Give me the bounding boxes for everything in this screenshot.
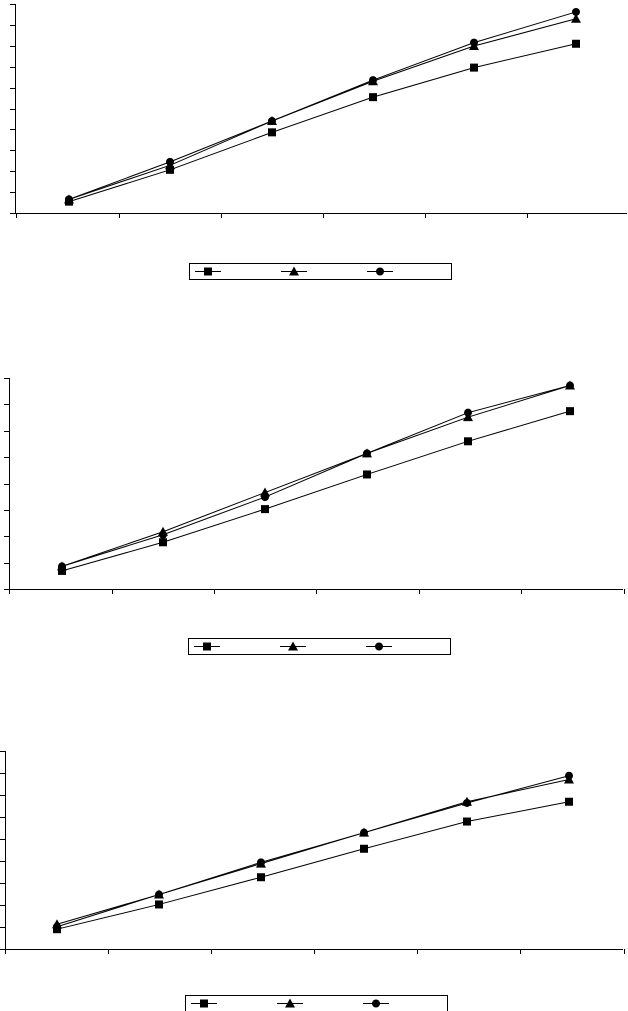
series-square [53,797,573,934]
data-point-circle [257,858,265,867]
legend-box [189,263,452,280]
series-line-circle [61,385,571,567]
legend-box [185,995,448,1011]
data-point-circle [565,771,573,780]
data-point-circle [261,493,269,502]
series-circle [53,771,573,931]
data-point-triangle [463,412,473,422]
series-line-square [56,801,570,930]
data-point-square [565,797,573,806]
legend [189,263,452,280]
data-point-circle [464,408,472,417]
data-point-circle [58,562,66,571]
line-chart-3 [0,751,625,1011]
line-chart-1 [10,4,627,280]
legend [188,638,451,655]
data-point-square [166,165,174,174]
data-point-circle [369,76,377,85]
legend-marker-triangle [285,998,295,1008]
data-point-square [58,566,66,575]
data-point-square [360,844,368,853]
legend-marker-triangle [289,266,299,276]
series-line-square [61,410,571,572]
data-point-square [257,873,265,882]
data-point-circle [470,38,478,47]
data-point-square [470,63,478,72]
data-point-circle [159,530,167,539]
data-point-circle [155,890,163,899]
legend [185,995,448,1011]
data-point-circle [53,922,61,931]
line-chart-2 [4,378,625,655]
data-point-square [369,93,377,102]
data-point-circle [572,7,580,16]
data-point-circle [65,195,73,204]
data-point-square [566,407,574,416]
series-line-triangle [68,18,577,200]
series-triangle [52,774,574,929]
legend-marker-circle [375,642,383,651]
legend-marker-circle [372,999,380,1008]
data-point-square [572,39,580,48]
data-point-circle [463,798,471,807]
legend-marker-circle [376,267,384,276]
data-point-circle [166,157,174,166]
data-point-square [464,437,472,446]
series-line-triangle [61,385,571,567]
legend-box [188,638,451,655]
series-square [58,407,574,575]
data-point-triangle [571,13,581,23]
series-line-circle [68,11,577,200]
data-point-circle [363,449,371,458]
data-point-circle [566,381,574,390]
data-point-square [159,538,167,547]
series-square [65,39,580,206]
data-point-square [155,900,163,909]
series-circle [65,7,580,204]
data-point-square [363,470,371,479]
series-line-circle [56,775,570,928]
data-point-circle [360,828,368,837]
data-point-square [268,128,276,137]
data-point-square [463,817,471,826]
data-point-square [261,505,269,514]
series-line-square [68,43,577,203]
legend-marker-square [203,642,211,651]
series-circle [58,381,574,571]
series-triangle [64,13,581,204]
legend-marker-square [200,999,208,1008]
legend-marker-square [204,267,212,276]
data-point-circle [268,116,276,125]
legend-marker-triangle [288,641,298,651]
